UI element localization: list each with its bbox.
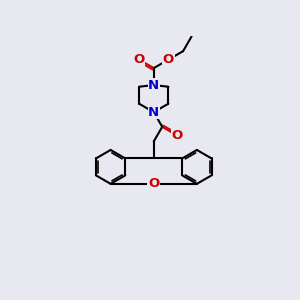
Text: O: O xyxy=(134,53,145,66)
Text: O: O xyxy=(171,129,182,142)
Text: N: N xyxy=(148,79,159,92)
Text: O: O xyxy=(148,177,159,190)
Text: O: O xyxy=(163,53,174,66)
Text: N: N xyxy=(148,106,159,118)
